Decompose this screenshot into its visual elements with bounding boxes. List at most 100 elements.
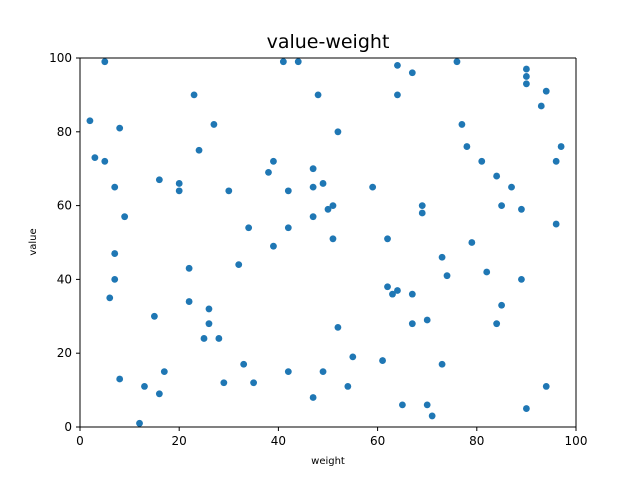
data-point xyxy=(329,202,337,210)
data-point xyxy=(111,183,119,191)
data-point xyxy=(552,220,560,228)
data-point xyxy=(116,375,124,383)
data-point xyxy=(537,102,545,110)
data-point xyxy=(423,401,431,409)
data-point xyxy=(438,360,446,368)
data-point xyxy=(408,320,416,328)
data-point xyxy=(91,154,99,162)
data-point xyxy=(270,242,277,250)
chart-title: value-weight xyxy=(267,31,390,53)
data-point xyxy=(394,91,401,99)
data-point xyxy=(418,202,426,210)
data-point xyxy=(552,157,560,165)
data-point xyxy=(379,357,386,364)
data-point xyxy=(205,320,213,328)
data-point xyxy=(324,205,332,213)
data-point xyxy=(284,368,292,376)
x-tick-label: 0 xyxy=(76,434,84,448)
x-axis-ticks: 0 20 40 60 80 100 xyxy=(76,427,587,448)
data-point xyxy=(136,419,143,427)
data-point xyxy=(399,401,406,409)
data-point xyxy=(160,368,168,376)
data-point xyxy=(523,73,530,80)
data-point xyxy=(498,202,505,210)
data-point xyxy=(185,298,193,305)
data-point xyxy=(309,165,317,173)
data-point xyxy=(523,80,530,88)
data-point xyxy=(329,235,337,243)
y-tick-label: 60 xyxy=(57,199,72,213)
data-point xyxy=(523,405,530,412)
data-point xyxy=(384,283,391,291)
data-point xyxy=(190,91,198,99)
data-point xyxy=(423,316,431,324)
data-point xyxy=(235,261,243,269)
data-point xyxy=(200,335,208,342)
data-point xyxy=(428,412,436,420)
data-point xyxy=(463,143,471,150)
x-tick-label: 20 xyxy=(172,434,187,448)
data-point xyxy=(151,312,158,320)
data-point xyxy=(240,360,248,368)
axes-frame xyxy=(79,57,577,428)
data-point xyxy=(314,91,322,99)
data-point xyxy=(408,290,416,298)
data-point xyxy=(155,176,163,184)
y-tick-label: 40 xyxy=(57,272,72,286)
data-point xyxy=(518,276,525,283)
data-point xyxy=(453,58,461,66)
data-point xyxy=(185,264,193,272)
data-point xyxy=(309,183,317,191)
data-point xyxy=(205,305,213,313)
data-point xyxy=(418,209,426,217)
data-point xyxy=(542,383,550,390)
data-point xyxy=(111,276,119,283)
data-point xyxy=(319,368,327,376)
data-point xyxy=(270,157,277,165)
data-point xyxy=(493,320,501,328)
data-point xyxy=(443,272,451,280)
data-point xyxy=(215,335,223,342)
data-point xyxy=(557,143,565,150)
data-point xyxy=(344,383,352,390)
data-point xyxy=(438,253,446,261)
y-tick-label: 20 xyxy=(57,346,72,360)
data-point xyxy=(175,187,183,195)
data-point xyxy=(369,183,377,191)
data-point xyxy=(493,172,501,180)
data-point xyxy=(408,69,416,77)
data-point xyxy=(478,157,486,165)
data-point xyxy=(394,61,401,69)
data-point xyxy=(220,379,228,387)
data-point xyxy=(175,180,183,187)
y-tick-label: 80 xyxy=(57,125,72,139)
data-point xyxy=(294,58,302,66)
data-point xyxy=(265,168,272,176)
data-point xyxy=(195,146,203,154)
y-tick-label: 100 xyxy=(49,51,72,65)
data-point xyxy=(523,65,530,73)
data-point xyxy=(121,213,129,221)
data-point xyxy=(334,323,342,331)
x-axis-label: weight xyxy=(311,456,345,467)
data-point xyxy=(250,379,257,387)
data-point xyxy=(279,58,287,66)
data-point xyxy=(225,187,233,195)
data-point xyxy=(111,250,119,257)
x-tick-label: 40 xyxy=(271,434,286,448)
data-point xyxy=(155,390,163,398)
y-axis-label: value xyxy=(28,228,39,255)
x-tick-label: 100 xyxy=(565,434,588,448)
y-tick-label: 0 xyxy=(64,420,72,434)
points-layer xyxy=(86,58,565,427)
data-point xyxy=(210,121,218,128)
data-point xyxy=(319,180,327,187)
data-point xyxy=(389,290,396,298)
data-point xyxy=(468,239,476,246)
data-point xyxy=(141,383,148,390)
plot-area xyxy=(80,58,576,427)
data-point xyxy=(116,124,124,132)
data-point xyxy=(508,183,515,191)
